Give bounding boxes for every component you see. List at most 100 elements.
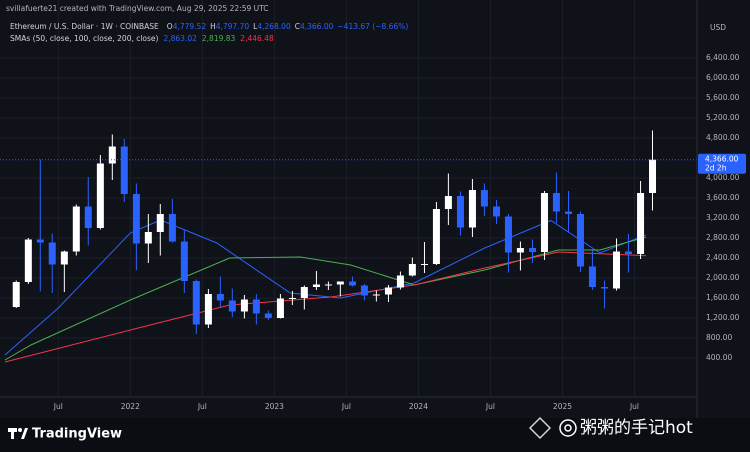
watermark-icon bbox=[528, 416, 577, 440]
sma-line: SMAs (50, close, 100, close, 200, close)… bbox=[10, 34, 274, 43]
sma-value: 2,446.48 bbox=[240, 34, 274, 43]
candle-body bbox=[396, 275, 404, 288]
change: −413.67 (−8.66%) bbox=[337, 22, 408, 31]
candle-body bbox=[240, 299, 248, 312]
candle-body bbox=[576, 214, 584, 267]
candle-body bbox=[420, 264, 428, 265]
y-tick-label: 2,400.00 bbox=[706, 253, 740, 262]
candle-body bbox=[408, 264, 416, 276]
y-tick-label: 1,200.00 bbox=[706, 313, 740, 322]
last-price-box bbox=[698, 153, 746, 174]
candle-body bbox=[156, 214, 164, 232]
candle-body bbox=[516, 248, 524, 253]
symbol: Ethereum / U.S. Dollar · 1W · COINBASE bbox=[10, 22, 159, 31]
logo-part bbox=[11, 428, 14, 439]
candle-body bbox=[432, 209, 440, 264]
plot bbox=[0, 130, 697, 363]
candle-body bbox=[637, 193, 645, 254]
candle-body bbox=[612, 251, 620, 289]
candle-body bbox=[504, 216, 512, 253]
y-tick-label: 3,600.00 bbox=[706, 193, 740, 202]
x-tick-label: 2024 bbox=[409, 402, 428, 411]
y-tick-label: 4,000.00 bbox=[706, 173, 740, 182]
candle-body bbox=[384, 287, 392, 295]
candle-body bbox=[192, 281, 200, 325]
x-tick-label: Jul bbox=[341, 402, 351, 411]
logo-part bbox=[21, 428, 28, 439]
field-key: L bbox=[253, 22, 258, 31]
tv-logo bbox=[8, 428, 28, 439]
candle-body bbox=[480, 190, 488, 207]
footer bbox=[0, 418, 750, 452]
candle-body bbox=[72, 206, 80, 252]
last-price-label: 4,366.00 bbox=[705, 155, 739, 164]
candle-body bbox=[552, 193, 560, 212]
y-tick-label: 6,400.00 bbox=[706, 53, 740, 62]
candle-body bbox=[336, 281, 344, 285]
y-tick-label: 2,800.00 bbox=[706, 233, 740, 242]
price-axis bbox=[697, 0, 750, 418]
sma-line bbox=[4, 219, 647, 356]
x-tick-label: 2023 bbox=[265, 402, 284, 411]
field-value: 4,268.00 bbox=[257, 22, 291, 31]
x-tick-label: Jul bbox=[53, 402, 63, 411]
candle-body bbox=[120, 146, 128, 194]
y-tick-label: 1,600.00 bbox=[706, 293, 740, 302]
icon bbox=[559, 419, 577, 437]
icon bbox=[528, 416, 552, 440]
candle-body bbox=[12, 282, 20, 307]
field-key: C bbox=[295, 22, 300, 31]
field-key: H bbox=[210, 22, 216, 31]
sma-line bbox=[4, 251, 647, 363]
candle-body bbox=[372, 294, 380, 296]
candle-body bbox=[216, 294, 224, 301]
candle-body bbox=[144, 232, 152, 244]
candle-body bbox=[108, 146, 116, 164]
x-tick-label: Jul bbox=[629, 402, 639, 411]
field-key: O bbox=[167, 22, 173, 31]
candle-body bbox=[36, 239, 44, 243]
y-tick-label: 5,200.00 bbox=[706, 113, 740, 122]
candle-body bbox=[288, 298, 296, 299]
symbol-line: Ethereum / U.S. Dollar · 1W · COINBASE O4… bbox=[10, 22, 408, 31]
candle-body bbox=[492, 206, 500, 217]
sma-value: 2,863.02 bbox=[163, 34, 197, 43]
candle-body bbox=[84, 206, 92, 228]
sma-line bbox=[4, 236, 647, 361]
x-tick-label: Jul bbox=[485, 402, 495, 411]
y-tick-label: 6,000.00 bbox=[706, 73, 740, 82]
x-tick-label: Jul bbox=[197, 402, 207, 411]
grid bbox=[0, 0, 708, 397]
candle-body bbox=[204, 294, 212, 325]
candle-body bbox=[540, 193, 548, 252]
field-value: 4,366.00 bbox=[300, 22, 334, 31]
creator: svillafuerte21 created with TradingView.… bbox=[6, 4, 269, 13]
candle-body bbox=[168, 214, 176, 242]
y-tick-label: 4,800.00 bbox=[706, 133, 740, 142]
y-tick-label: 3,200.00 bbox=[706, 213, 740, 222]
y-tick-label: 2,000.00 bbox=[706, 273, 740, 282]
candle-body bbox=[132, 194, 140, 244]
field-value: 4,797.70 bbox=[216, 22, 250, 31]
y-tick-label: 5,600.00 bbox=[706, 93, 740, 102]
icon bbox=[564, 424, 572, 432]
candle-body bbox=[444, 196, 452, 209]
candle-body bbox=[60, 251, 68, 265]
candle-body bbox=[529, 248, 537, 252]
x-tick-label: 2025 bbox=[553, 402, 572, 411]
candle-body bbox=[324, 284, 332, 286]
candle-body bbox=[348, 281, 356, 286]
sma-value: 2,819.83 bbox=[202, 34, 236, 43]
candle-body bbox=[252, 299, 260, 314]
countdown: 2d 2h bbox=[705, 164, 727, 173]
candle-body bbox=[565, 211, 573, 214]
sma-label: SMAs (50, close, 100, close, 200, close) bbox=[10, 34, 159, 43]
candle-body bbox=[96, 163, 104, 228]
watermark: 粥粥的手记hot bbox=[580, 418, 693, 438]
field-value: 4,779.52 bbox=[173, 22, 207, 31]
candle-body bbox=[649, 159, 657, 193]
y-axis: 400.00 800.00 1,200.00 1,600.00 2,000.00 2,40… bbox=[698, 53, 746, 362]
